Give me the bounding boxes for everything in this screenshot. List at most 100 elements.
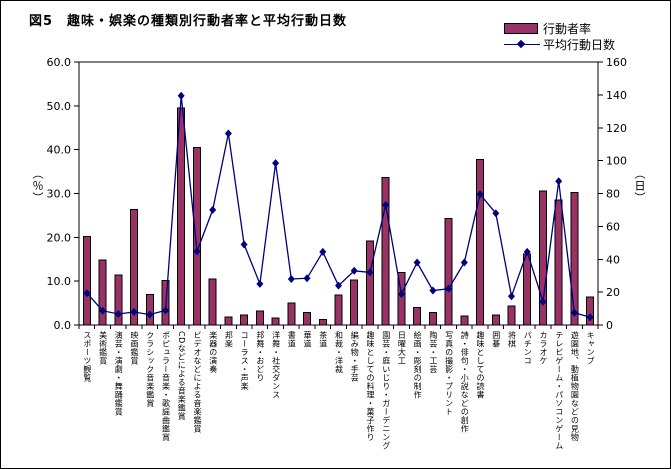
y-right-tick-label: 80 [606, 188, 620, 201]
x-axis-label: コーラス・声楽 [240, 331, 250, 391]
diamond-marker [586, 313, 594, 322]
bar [381, 177, 390, 326]
x-axis-label: 詩・俳句・小説などの創作 [460, 331, 470, 433]
x-axis-label: 陶芸・工芸 [428, 331, 438, 374]
y-right-tick-label: 40 [606, 253, 620, 266]
bar [145, 293, 154, 326]
x-axis-label: 演芸・演劇・舞踊鑑賞 [114, 331, 124, 416]
x-axis-label: 園芸・庭いじり・ガーデニング [381, 331, 391, 450]
x-axis-label: 美術鑑賞 [98, 331, 108, 365]
diamond-marker [256, 279, 264, 288]
bar [397, 271, 406, 326]
diamond-marker [539, 297, 547, 306]
bar [586, 296, 595, 326]
diamond-marker [366, 268, 374, 277]
y-left-tick-label: 10.0 [47, 275, 72, 288]
bar [193, 147, 201, 326]
diamond-marker [460, 258, 468, 267]
x-axis-label: 写真の撮影・プリント [444, 331, 454, 416]
y-left-tick-label: 20.0 [47, 231, 72, 244]
x-axis-label: 遊園地、動植物園などの見物 [570, 331, 580, 442]
x-axis-label: カラオケ [539, 331, 548, 365]
x-axis-label: ポピュラー音楽・歌謡曲鑑賞 [161, 331, 171, 442]
diamond-marker [350, 266, 358, 275]
diamond-marker [382, 201, 390, 209]
bar [366, 240, 374, 326]
bar [460, 315, 469, 326]
diamond-marker [523, 247, 531, 256]
bar [444, 218, 453, 326]
bar [271, 317, 280, 326]
x-axis-label: パチンコ [523, 331, 533, 365]
diamond-marker [224, 129, 232, 138]
bar [240, 314, 249, 326]
x-axis-label: 絵画・彫刻の制作 [413, 331, 423, 399]
legend-line-label: 平均行動日数 [543, 37, 616, 52]
y-right-tick-label: 140 [606, 89, 627, 102]
bar [413, 307, 422, 326]
x-axis-label: 邦舞・おどり [255, 331, 265, 382]
diamond-marker [429, 286, 437, 295]
y-right-tick-label: 60 [606, 220, 620, 233]
x-axis-label: 囲碁 [491, 331, 501, 348]
y-left-tick-label: 30.0 [47, 188, 72, 201]
diamond-marker [240, 240, 248, 249]
y-left-axis-unit: （％） [31, 168, 44, 204]
legend-item-bar: 行動者率 [504, 20, 615, 36]
diamond-marker [177, 91, 185, 100]
bar [476, 158, 484, 326]
chart-title: 図5 趣味・娯楽の種類別行動者率と平均行動日数 [29, 14, 348, 29]
bar [334, 294, 343, 326]
bar [114, 274, 123, 326]
x-axis-label: テレビゲーム・パソコンゲーム [554, 331, 564, 450]
x-axis-label: 洋舞・社交ダンス [271, 331, 281, 399]
diamond-marker [492, 209, 500, 218]
x-axis-label: 趣味としての読書 [476, 331, 485, 399]
y-right-tick-label: 20 [606, 286, 620, 299]
diamond-marker [508, 292, 515, 301]
x-axis-label: 楽器の演奏 [208, 331, 218, 374]
diamond-marker [99, 306, 107, 315]
diamond-marker [114, 310, 122, 318]
bar [570, 192, 579, 326]
x-axis-label: 華道 [303, 331, 312, 348]
diamond-marker [130, 308, 138, 316]
diamond-marker [397, 290, 405, 299]
diamond-marker [146, 310, 154, 319]
line-swatch-icon [504, 39, 540, 48]
y-left-tick-label: 0.0 [54, 319, 72, 332]
diamond-marker [209, 205, 217, 214]
bar [523, 253, 532, 326]
diamond-marker [193, 247, 201, 256]
y-right-tick-label: 100 [606, 155, 627, 168]
bar [554, 199, 563, 326]
y-right-tick-label: 160 [606, 56, 627, 69]
bar [82, 236, 91, 326]
bar [98, 259, 107, 326]
y-left-tick-label: 40.0 [47, 144, 72, 157]
x-axis-label: ビデオなどによる音楽鑑賞 [193, 331, 202, 433]
bar [177, 107, 186, 326]
bar [507, 305, 516, 326]
bar [255, 310, 264, 326]
x-axis-label: 邦楽 [224, 331, 234, 348]
bar [303, 311, 311, 326]
bar [428, 311, 437, 326]
bar [224, 316, 233, 326]
x-axis-label: 将棋 [507, 331, 517, 348]
x-axis-label: 書道 [287, 331, 297, 348]
diamond-marker [287, 275, 295, 283]
legend-bar-label: 行動者率 [543, 21, 592, 36]
x-axis-label: 茶道 [318, 331, 328, 348]
x-axis-label: 和裁・洋裁 [334, 331, 344, 374]
diamond-marker [570, 308, 578, 317]
diamond-marker [476, 190, 484, 199]
bar [130, 209, 138, 326]
diamond-marker [272, 159, 280, 168]
legend: 行動者率 平均行動日数 [504, 20, 615, 52]
y-right-axis-unit: （日） [633, 168, 646, 204]
bar [539, 190, 547, 326]
x-axis-label: 趣味としての料理・菓子作り [366, 331, 375, 442]
